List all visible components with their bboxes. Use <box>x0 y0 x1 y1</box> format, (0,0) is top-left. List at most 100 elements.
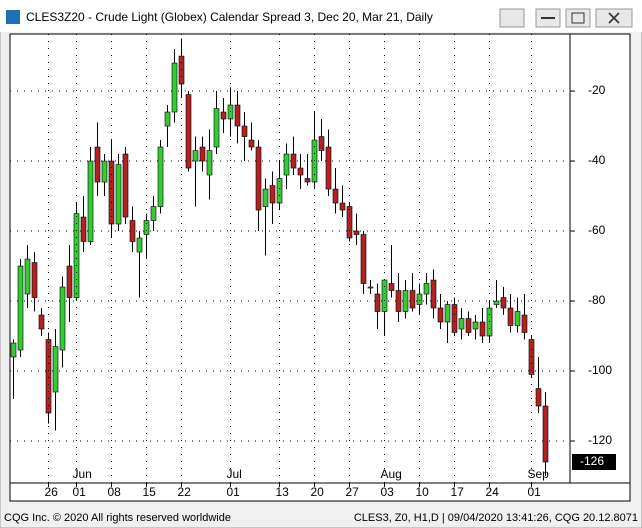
candle-body <box>171 62 178 113</box>
maximize-button[interactable] <box>565 8 591 28</box>
candle-body <box>346 206 353 239</box>
candle-body <box>24 258 31 295</box>
candle-body <box>430 279 437 309</box>
x-tick-label: 13 <box>276 485 290 499</box>
x-tick-label: 26 <box>45 485 59 499</box>
candle-body <box>66 265 73 298</box>
candle-body <box>507 307 514 326</box>
candle-body <box>374 293 381 312</box>
candle-body <box>514 311 521 326</box>
y-tick-label: -100 <box>588 363 612 377</box>
candle-body <box>10 342 17 358</box>
candle-body <box>332 188 339 204</box>
window-title: CLES3Z20 - Crude Light (Globex) Calendar… <box>26 10 433 24</box>
candle-body <box>220 111 227 120</box>
candle-body <box>304 178 311 183</box>
candle-body <box>458 318 465 330</box>
y-tick-label: -80 <box>588 293 606 307</box>
x-tick-label: 24 <box>486 485 500 499</box>
x-tick-label: 03 <box>381 485 395 499</box>
candle-body <box>367 286 374 289</box>
candle-body <box>402 290 409 312</box>
candle-body <box>360 234 367 284</box>
month-label: Sep <box>528 467 550 481</box>
app-icon <box>6 10 20 24</box>
status-left: CQG Inc. © 2020 All rights reserved worl… <box>4 512 231 524</box>
candle-body <box>297 167 304 176</box>
x-tick-label: 08 <box>108 485 122 499</box>
price-axis <box>569 33 631 484</box>
candle-body <box>59 286 66 351</box>
candle-body <box>17 265 24 351</box>
candle-body <box>192 150 199 162</box>
plot-area <box>9 33 571 484</box>
candle-body <box>262 188 269 207</box>
candle-body <box>388 283 395 291</box>
last-price-box <box>572 454 616 471</box>
x-tick-label: 20 <box>311 485 325 499</box>
candle-body <box>353 230 360 235</box>
candle-body <box>38 314 45 330</box>
candle-body <box>234 104 241 127</box>
candle-body <box>535 388 542 407</box>
candle-body <box>437 307 444 323</box>
candle-body <box>528 339 535 375</box>
candle-body <box>395 290 402 312</box>
x-tick-label: 27 <box>346 485 360 499</box>
candle-body <box>45 339 52 414</box>
candle-body <box>227 104 234 120</box>
candle-body <box>122 153 129 218</box>
x-tick-label: 01 <box>227 485 241 499</box>
candle-body <box>157 146 164 207</box>
candle-body <box>493 300 500 305</box>
candle-body <box>423 283 430 295</box>
month-label: Jul <box>227 467 242 481</box>
candle-body <box>339 202 346 211</box>
candle-body <box>479 321 486 337</box>
candle-body <box>150 206 157 221</box>
candle-body <box>164 111 171 127</box>
candle-body <box>136 237 143 253</box>
candle-body <box>115 164 122 225</box>
candle-body <box>185 94 192 169</box>
candle-body <box>325 146 332 190</box>
candle-body <box>465 318 472 333</box>
candle-body <box>542 405 549 463</box>
candle-body <box>108 160 115 225</box>
title-bar <box>0 0 642 32</box>
candle-body <box>283 153 290 176</box>
candle-body <box>52 346 59 393</box>
candle-body <box>73 213 80 298</box>
x-tick-label: 01 <box>73 485 87 499</box>
candle-body <box>269 185 276 204</box>
maximize-icon <box>571 12 585 24</box>
month-label: Aug <box>381 467 402 481</box>
candle-body <box>94 146 101 183</box>
y-tick-label: -120 <box>588 433 612 447</box>
candle-body <box>409 290 416 309</box>
candle-body <box>213 108 220 148</box>
candle-body <box>311 139 318 183</box>
candle-body <box>241 125 248 137</box>
x-tick-label: 17 <box>451 485 465 499</box>
time-axis <box>9 482 631 502</box>
close-icon <box>608 12 620 24</box>
candle-body <box>486 307 493 337</box>
x-tick-label: 10 <box>416 485 430 499</box>
x-tick-label: 01 <box>528 485 542 499</box>
candle-body <box>416 293 423 305</box>
candle-body <box>255 146 262 211</box>
y-tick-label: -60 <box>588 223 606 237</box>
candle-body <box>101 160 108 183</box>
candle-body <box>472 321 479 330</box>
candle-body <box>87 160 94 242</box>
link-button[interactable] <box>499 8 525 28</box>
candle-body <box>451 304 458 333</box>
candle-body <box>381 279 388 312</box>
candle-body <box>318 136 325 151</box>
y-tick-label: -40 <box>588 153 606 167</box>
candle-body <box>500 297 507 309</box>
candle-body <box>143 220 150 235</box>
candle-body <box>199 146 206 162</box>
